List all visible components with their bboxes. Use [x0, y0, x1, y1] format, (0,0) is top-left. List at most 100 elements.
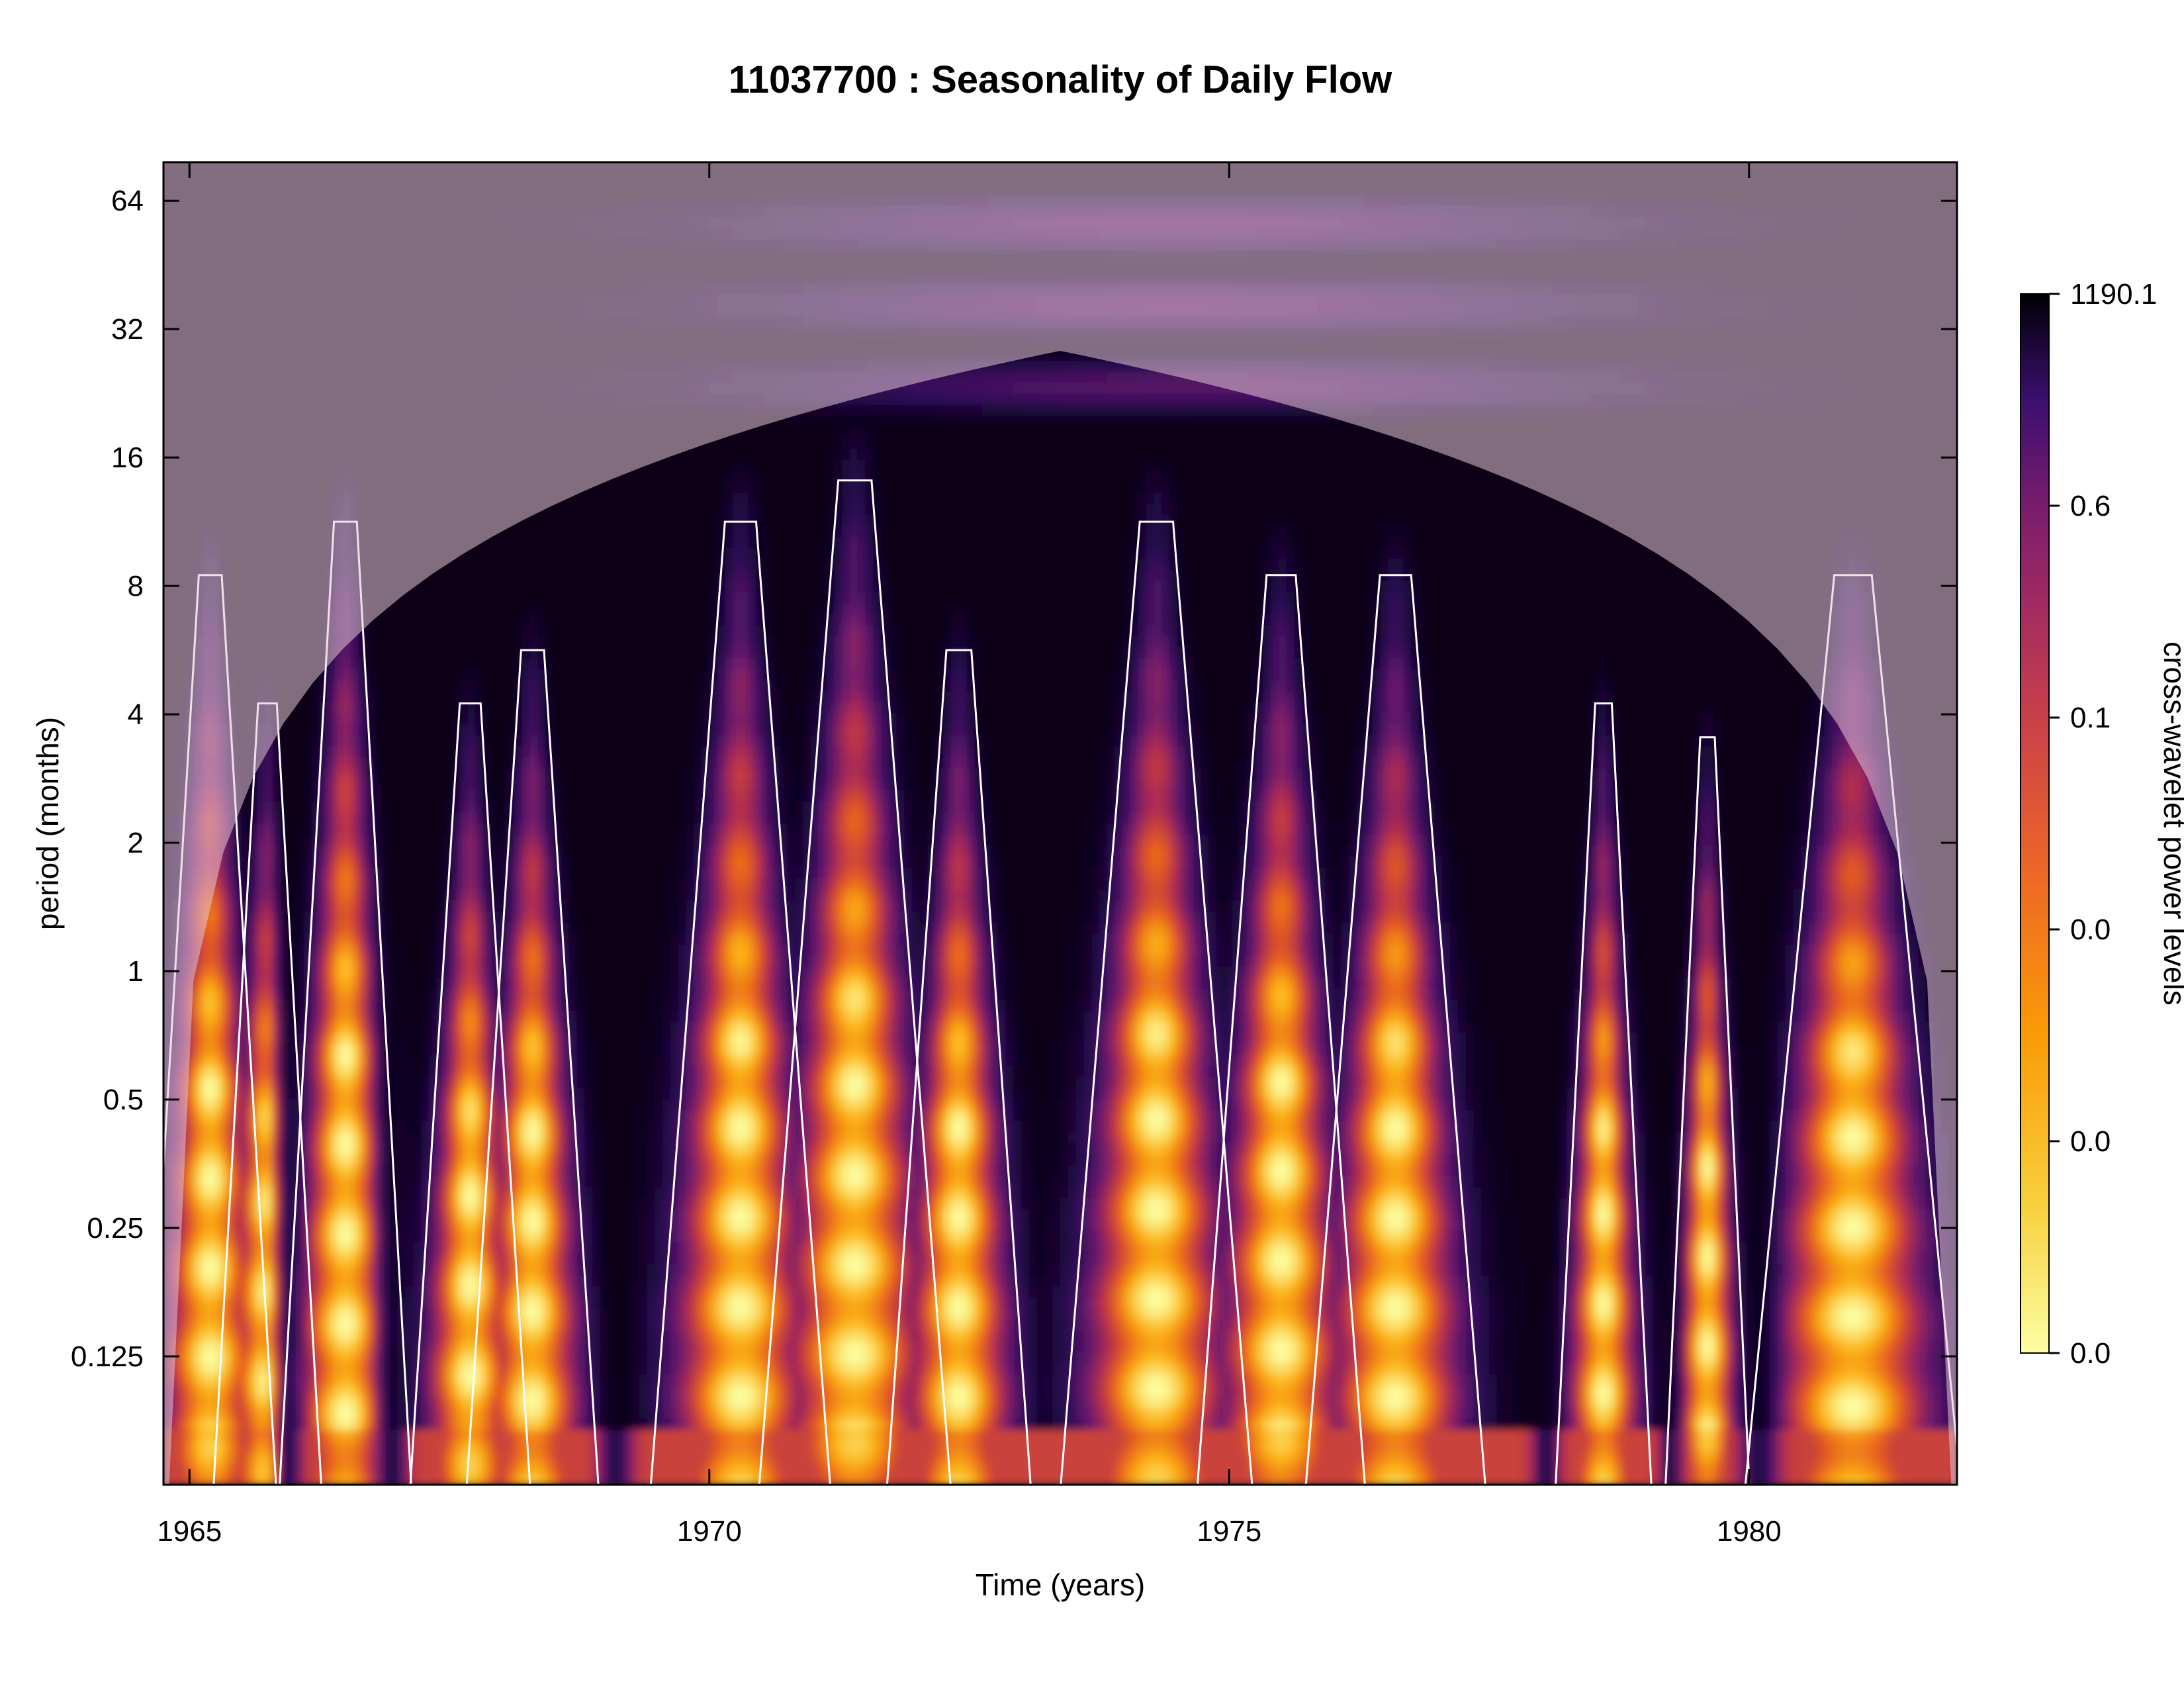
heat-cell [250, 901, 258, 913]
heat-cell [351, 1276, 359, 1288]
heat-cell [351, 1220, 359, 1232]
heat-cell [351, 647, 359, 659]
heat-cell [257, 1154, 265, 1166]
heat-cell [289, 747, 297, 759]
heat-cell [203, 1143, 211, 1155]
heat-cell [351, 868, 359, 880]
heat-cell [234, 1231, 242, 1243]
heat-cell [289, 1121, 297, 1133]
heat-cell [304, 790, 312, 802]
heat-cell [304, 1143, 312, 1155]
heat-cell [226, 967, 234, 979]
heat-cell [210, 1188, 219, 1199]
heat-cell [327, 1319, 336, 1331]
heat-cell [304, 1407, 312, 1419]
heat-cell [296, 967, 304, 979]
heat-cell [343, 967, 351, 979]
heat-cell [343, 669, 351, 681]
heat-cell [226, 1165, 234, 1177]
heat-cell [203, 1243, 211, 1254]
heat-cell [296, 1352, 304, 1364]
heat-cell [265, 1143, 273, 1155]
heat-cell [273, 1044, 281, 1056]
heat-cell [296, 890, 304, 902]
heat-cell [335, 1000, 343, 1011]
heat-cell [351, 1309, 359, 1321]
heat-cell [265, 1276, 273, 1288]
heat-cell [179, 1375, 188, 1387]
heat-cell [320, 779, 328, 791]
heat-cell [327, 956, 336, 968]
heat-cell [226, 1342, 234, 1354]
heat-cell [226, 956, 234, 968]
heat-cell [320, 724, 328, 736]
heat-cell [250, 1430, 258, 1442]
heat-cell [257, 1430, 265, 1442]
heat-cell [273, 779, 281, 791]
heat-cell [312, 967, 320, 979]
heat-cell [210, 1099, 219, 1111]
heat-cell [210, 1331, 219, 1342]
heat-cell [250, 912, 258, 923]
heat-cell [218, 923, 227, 935]
heat-cell [343, 1088, 351, 1100]
heat-cell [343, 1143, 351, 1155]
heat-cell [343, 1264, 351, 1276]
heat-cell [335, 1264, 343, 1276]
heat-cell [281, 1000, 289, 1011]
heat-cell [289, 857, 297, 868]
heat-cell [195, 1407, 203, 1419]
heat-cell [179, 1309, 188, 1321]
heat-cell [312, 1463, 320, 1475]
heat-cell [187, 1452, 195, 1464]
heat-cell [343, 1385, 351, 1397]
heat-cell [171, 1474, 180, 1485]
heat-cell [296, 1364, 304, 1376]
heat-cell [195, 1463, 203, 1475]
heat-cell [265, 1385, 273, 1397]
heat-cell [179, 1430, 188, 1442]
heat-cell [273, 1077, 281, 1089]
heat-cell [218, 978, 227, 990]
heat-cell [226, 1022, 234, 1034]
heat-cell [320, 1407, 328, 1419]
heat-cell [179, 1352, 188, 1364]
heat-cell [289, 1165, 297, 1177]
heat-cell [335, 1220, 343, 1232]
heat-cell [351, 802, 359, 814]
heat-cell [250, 1309, 258, 1321]
heat-cell [187, 1319, 195, 1331]
heat-cell [242, 1297, 250, 1309]
heat-cell [320, 1188, 328, 1199]
heat-cell [203, 1440, 211, 1452]
heat-cell [179, 1474, 188, 1485]
heat-cell [234, 1364, 242, 1376]
heat-cell [257, 868, 265, 880]
heat-cell [312, 747, 320, 759]
heat-cell [218, 1165, 227, 1177]
heat-cell [335, 912, 343, 923]
heat-cell [242, 1044, 250, 1056]
heat-cell [304, 757, 312, 769]
heat-cell [312, 868, 320, 880]
heat-cell [265, 1066, 273, 1078]
heat-cell [210, 945, 219, 957]
heat-cell [195, 1264, 203, 1276]
heat-cell [250, 1407, 258, 1419]
heat-cell [335, 1033, 343, 1045]
heat-cell [226, 1099, 234, 1111]
heat-cell [343, 890, 351, 902]
heat-cell [335, 1099, 343, 1111]
heat-cell [203, 1066, 211, 1078]
heat-cell [296, 868, 304, 880]
heat-cell [234, 1286, 242, 1298]
heat-cell [289, 724, 297, 736]
heat-cell [234, 1474, 242, 1485]
heat-cell [281, 1044, 289, 1056]
heat-cell [327, 757, 336, 769]
heat-cell [242, 1110, 250, 1122]
heat-cell [304, 1276, 312, 1288]
heat-cell [242, 1143, 250, 1155]
heat-cell [351, 1243, 359, 1254]
heat-cell [242, 1198, 250, 1210]
